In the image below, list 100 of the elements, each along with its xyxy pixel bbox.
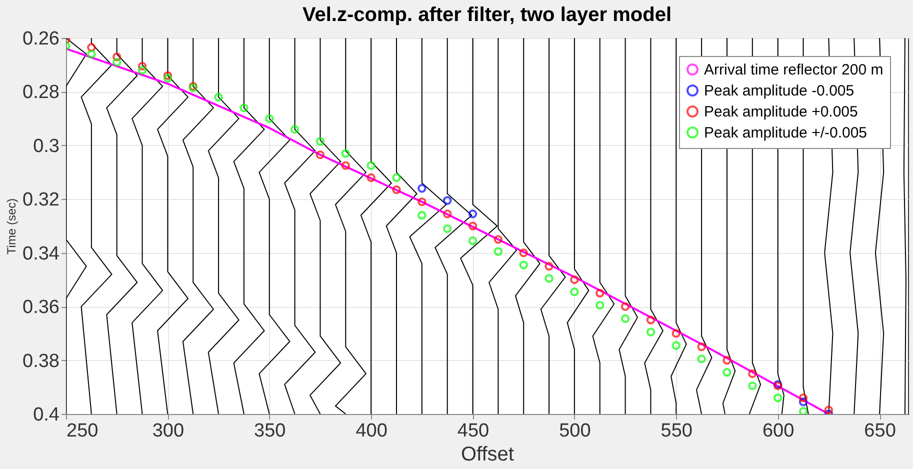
- y-tick-label: 0.36: [22, 297, 60, 318]
- line-series: [514, 38, 540, 414]
- line-series: [409, 38, 447, 414]
- point: [748, 369, 757, 378]
- line-series: [334, 38, 366, 414]
- point: [646, 316, 656, 324]
- x-tick-label: 450: [457, 420, 490, 442]
- point: [672, 341, 680, 350]
- y-tick-label: 0.34: [22, 243, 60, 264]
- line-series: [644, 38, 664, 414]
- line-series: [132, 38, 164, 414]
- line-series: [284, 38, 316, 414]
- point: [748, 381, 757, 390]
- line-series: [106, 38, 138, 414]
- x-axis-title: Offset: [461, 444, 514, 466]
- point: [418, 210, 426, 220]
- point: [341, 149, 350, 158]
- point: [596, 300, 604, 310]
- point: [392, 185, 401, 194]
- x-tick-label: 500: [559, 420, 591, 442]
- point: [316, 137, 325, 146]
- point: [366, 173, 376, 182]
- x-tick-label: 400: [356, 420, 388, 442]
- legend-label: Peak amplitude +0.005: [704, 104, 858, 120]
- y-tick-label: 0.32: [22, 190, 60, 211]
- point: [290, 124, 300, 134]
- point: [112, 52, 122, 62]
- x-tick-label: 600: [762, 420, 794, 442]
- point: [570, 287, 579, 296]
- point: [722, 368, 732, 377]
- line-series: [592, 38, 615, 414]
- point: [442, 224, 452, 234]
- y-tick-label: 0.26: [22, 28, 60, 50]
- line-series: [434, 38, 472, 414]
- point: [442, 196, 452, 205]
- point: [442, 210, 452, 218]
- point: [138, 66, 147, 75]
- x-tick-label: 300: [152, 420, 184, 442]
- x-tick-label: 250: [66, 420, 98, 442]
- point: [798, 398, 808, 406]
- line-series: [208, 38, 240, 414]
- point: [494, 247, 503, 256]
- point: [672, 329, 680, 338]
- line-series: [360, 38, 392, 414]
- line-series: [903, 38, 906, 414]
- point: [418, 184, 426, 193]
- y-tick-label: 0.28: [22, 82, 60, 104]
- point: [620, 314, 630, 324]
- line-series: [233, 38, 265, 414]
- line-series: [258, 38, 290, 414]
- point: [620, 302, 630, 311]
- line-series: [670, 38, 687, 414]
- y-axis-title: Time (sec): [4, 198, 19, 255]
- point: [392, 173, 401, 182]
- point: [87, 43, 96, 52]
- point: [265, 114, 274, 123]
- point: [468, 210, 478, 218]
- point: [163, 74, 172, 83]
- point: [596, 288, 604, 298]
- point: [418, 197, 426, 206]
- y-tick-label: 0.38: [22, 350, 60, 372]
- point: [544, 262, 554, 271]
- point: [112, 58, 122, 67]
- point: [163, 71, 172, 80]
- point: [798, 406, 808, 414]
- y-tick-label: 0.4: [33, 404, 60, 426]
- point: [646, 328, 656, 336]
- point: [468, 236, 478, 246]
- line-series: [566, 38, 590, 414]
- point: [773, 394, 782, 402]
- point: [87, 50, 96, 58]
- point: [366, 161, 376, 170]
- point: [519, 260, 528, 270]
- line-series: [80, 38, 112, 414]
- point: [138, 62, 147, 71]
- point: [544, 274, 554, 283]
- point: [798, 394, 808, 402]
- legend-label: Peak amplitude +/-0.005: [704, 124, 868, 142]
- line-series: [618, 38, 638, 414]
- point: [722, 356, 732, 365]
- y-tick-label: 0.3: [33, 136, 60, 157]
- point: [240, 103, 248, 112]
- point: [214, 92, 223, 102]
- point: [570, 275, 579, 284]
- point: [697, 354, 706, 364]
- point: [468, 222, 478, 230]
- point: [824, 406, 834, 414]
- x-tick-label: 550: [660, 420, 692, 442]
- point: [519, 248, 528, 258]
- point: [316, 150, 325, 160]
- line-series: [386, 38, 418, 414]
- point: [697, 342, 706, 352]
- x-tick-label: 650: [864, 420, 896, 442]
- line-series: [182, 38, 214, 414]
- legend-label: Arrival time reflector 200 m: [704, 62, 884, 78]
- line-series: [310, 38, 342, 414]
- line-series: [157, 38, 189, 414]
- legend-label: Peak amplitude -0.005: [704, 82, 854, 100]
- x-tick-label: 350: [254, 420, 286, 442]
- line-series: [540, 38, 566, 414]
